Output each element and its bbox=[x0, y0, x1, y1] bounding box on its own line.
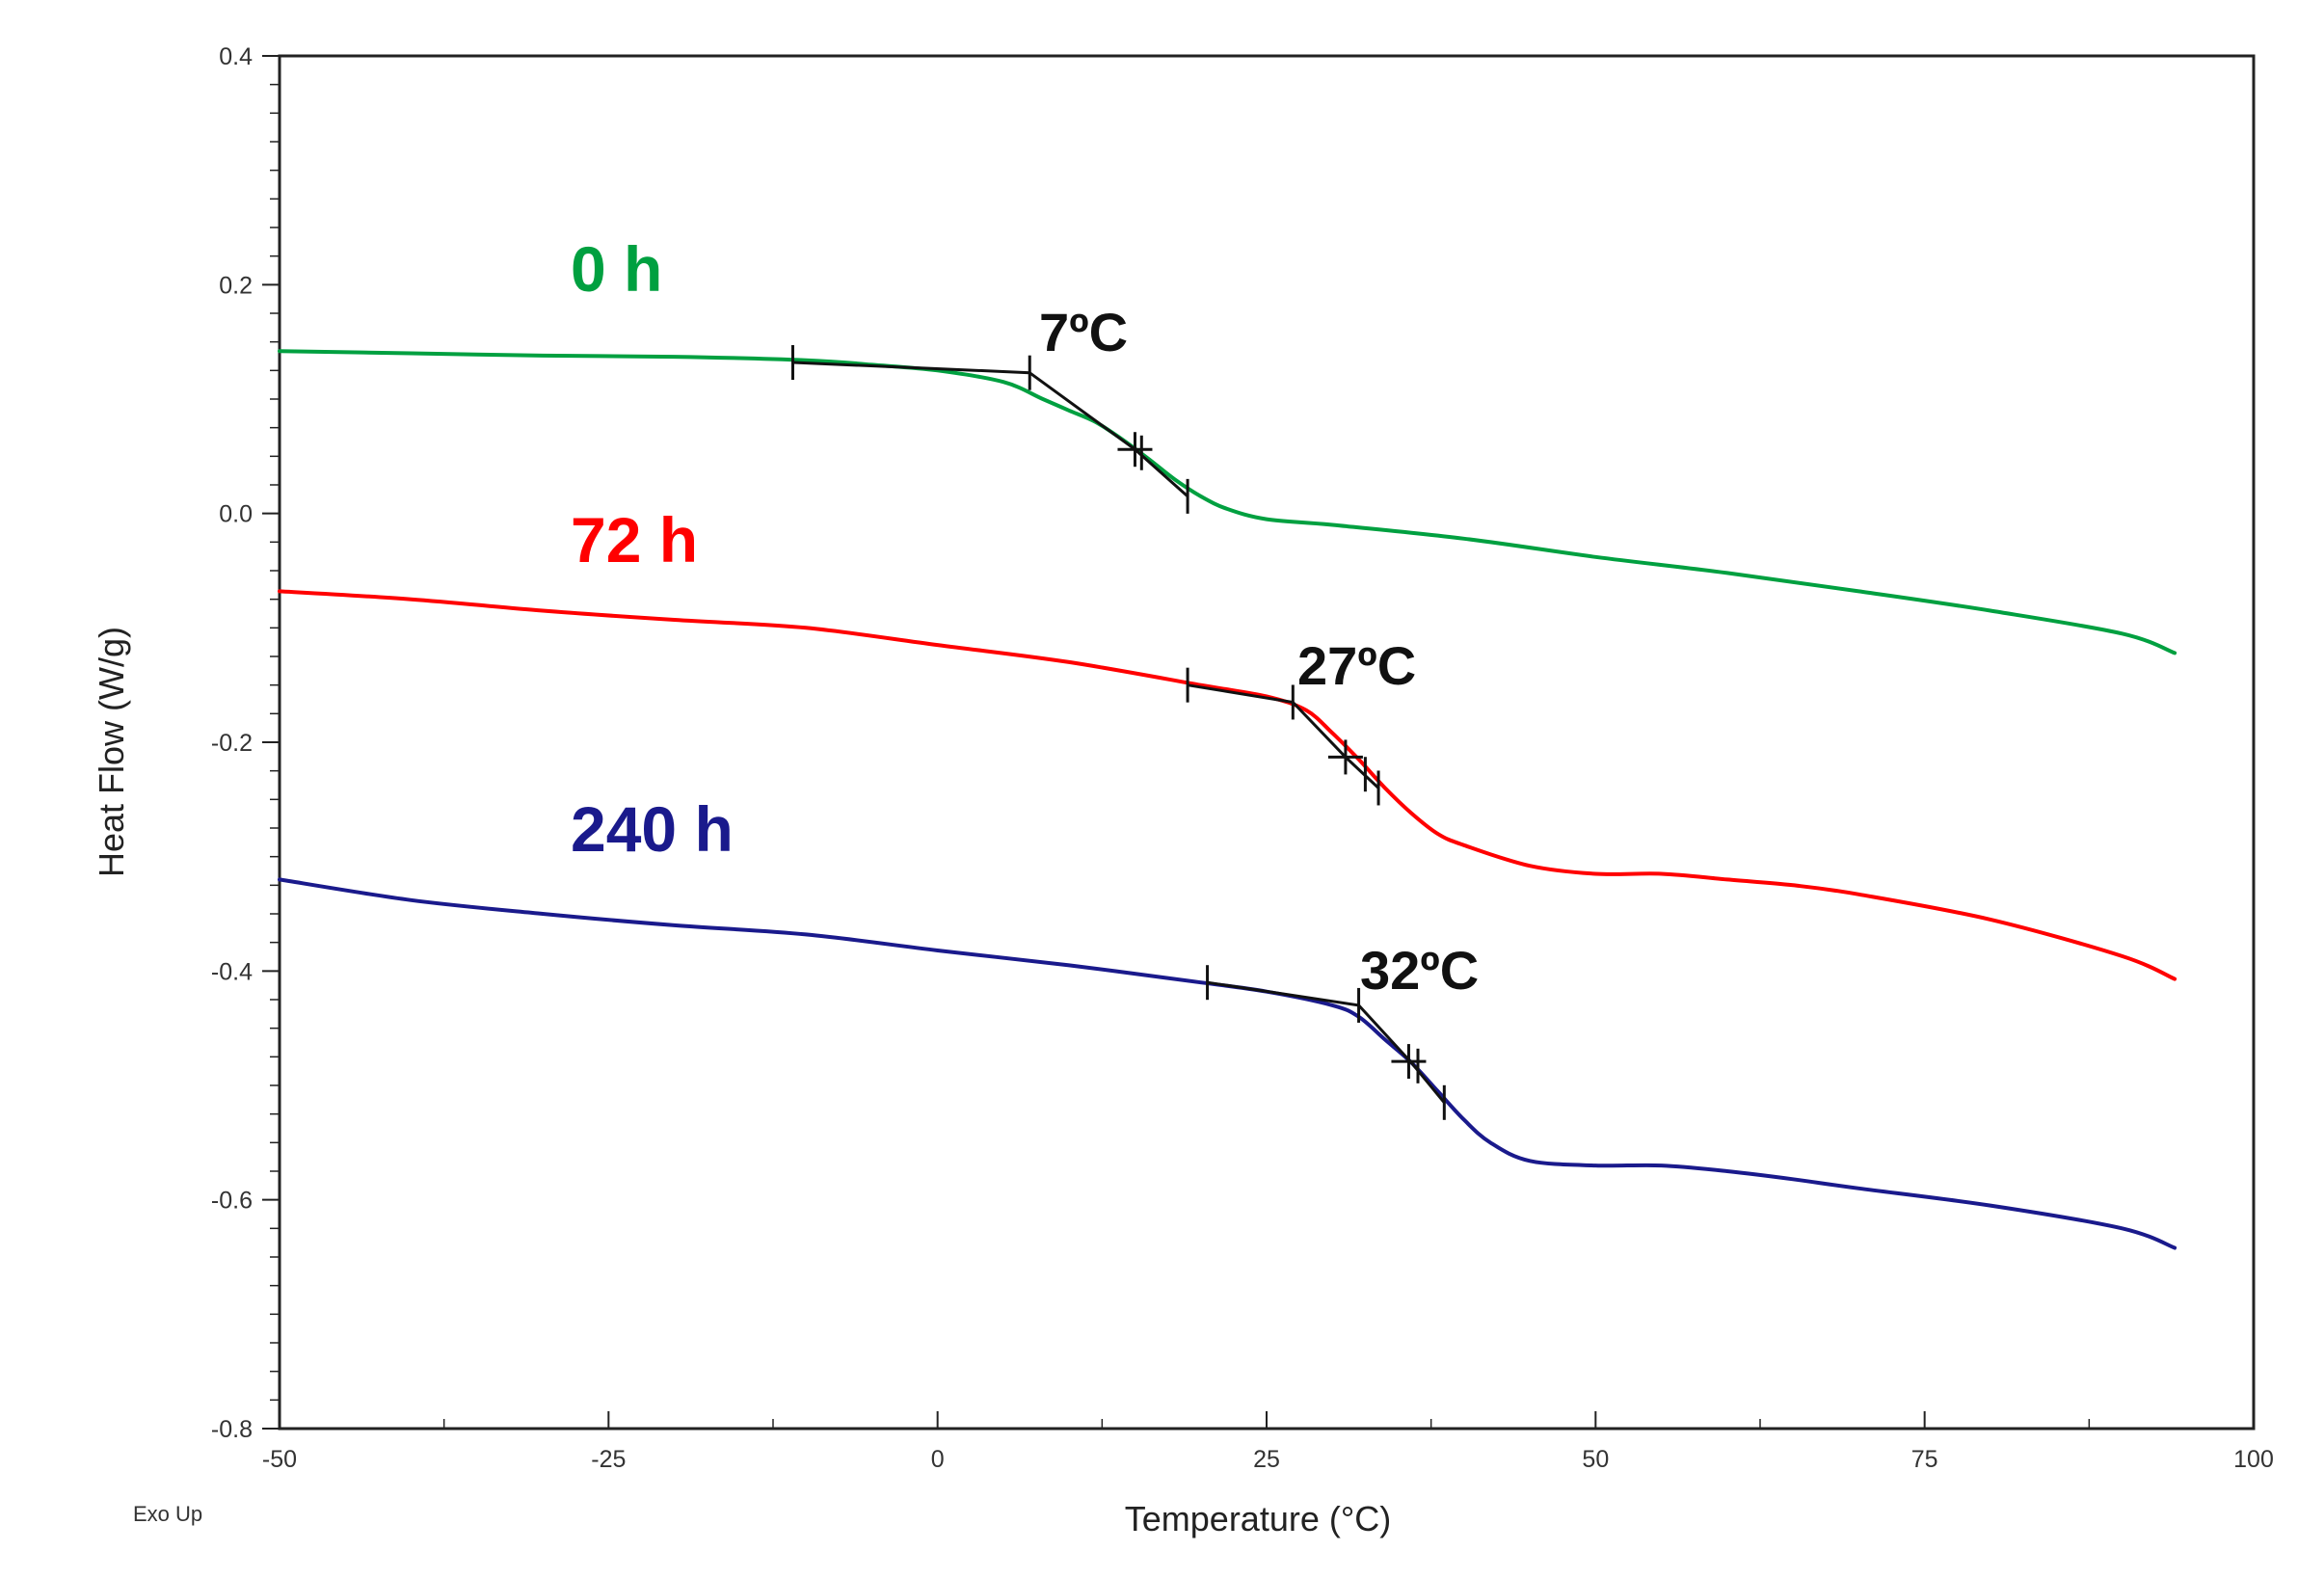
series-lines bbox=[278, 349, 2177, 1250]
x-axis-title: Temperature (°C) bbox=[1125, 1499, 1391, 1538]
tg-label-72h: 27ºC bbox=[1297, 635, 1416, 696]
series-label-72h: 72 h bbox=[571, 504, 698, 575]
series-line-240h bbox=[278, 877, 2177, 1250]
tick-labels: -50 -25 0 25 50 75 100 -0.8 -0.6 -0.4 -0.2 0.0 0.2 0.… bbox=[211, 43, 2274, 1473]
y-axis-title: Heat Flow (W/g) bbox=[92, 627, 131, 877]
series-line-0h bbox=[278, 349, 2177, 655]
onset-line-2 bbox=[1207, 980, 1446, 1104]
series-line-72h bbox=[278, 589, 2177, 981]
onset-annotations bbox=[790, 345, 1446, 1120]
x-tick-label: -50 bbox=[262, 1446, 297, 1473]
y-tick-label: -0.2 bbox=[211, 730, 253, 757]
series-label-0h: 0 h bbox=[571, 233, 662, 305]
tg-label-0h: 7ºC bbox=[1039, 302, 1128, 362]
tg-label-240h: 32ºC bbox=[1360, 940, 1479, 1001]
y-tick-label: -0.6 bbox=[211, 1188, 253, 1215]
onset-line-0 bbox=[792, 361, 1189, 498]
x-tick-label: 50 bbox=[1582, 1446, 1609, 1473]
x-tick-label: 100 bbox=[2233, 1446, 2274, 1473]
x-tick-label: 75 bbox=[1911, 1446, 1938, 1473]
text-labels: Temperature (°C) Heat Flow (W/g) Exo Up … bbox=[92, 233, 1479, 1538]
y-tick-label: 0.0 bbox=[219, 501, 253, 528]
x-tick-label: -25 bbox=[591, 1446, 626, 1473]
x-tick-label: 25 bbox=[1253, 1446, 1280, 1473]
series-label-240h: 240 h bbox=[571, 793, 734, 865]
axis-ticks bbox=[262, 55, 2255, 1430]
y-tick-label: -0.8 bbox=[211, 1416, 253, 1443]
y-tick-label: -0.4 bbox=[211, 958, 253, 985]
exo-up-note: Exo Up bbox=[133, 1502, 202, 1526]
x-tick-label: 0 bbox=[931, 1446, 945, 1473]
y-tick-label: 0.4 bbox=[219, 43, 253, 70]
y-tick-label: 0.2 bbox=[219, 272, 253, 299]
onset-line-1 bbox=[1187, 683, 1380, 789]
